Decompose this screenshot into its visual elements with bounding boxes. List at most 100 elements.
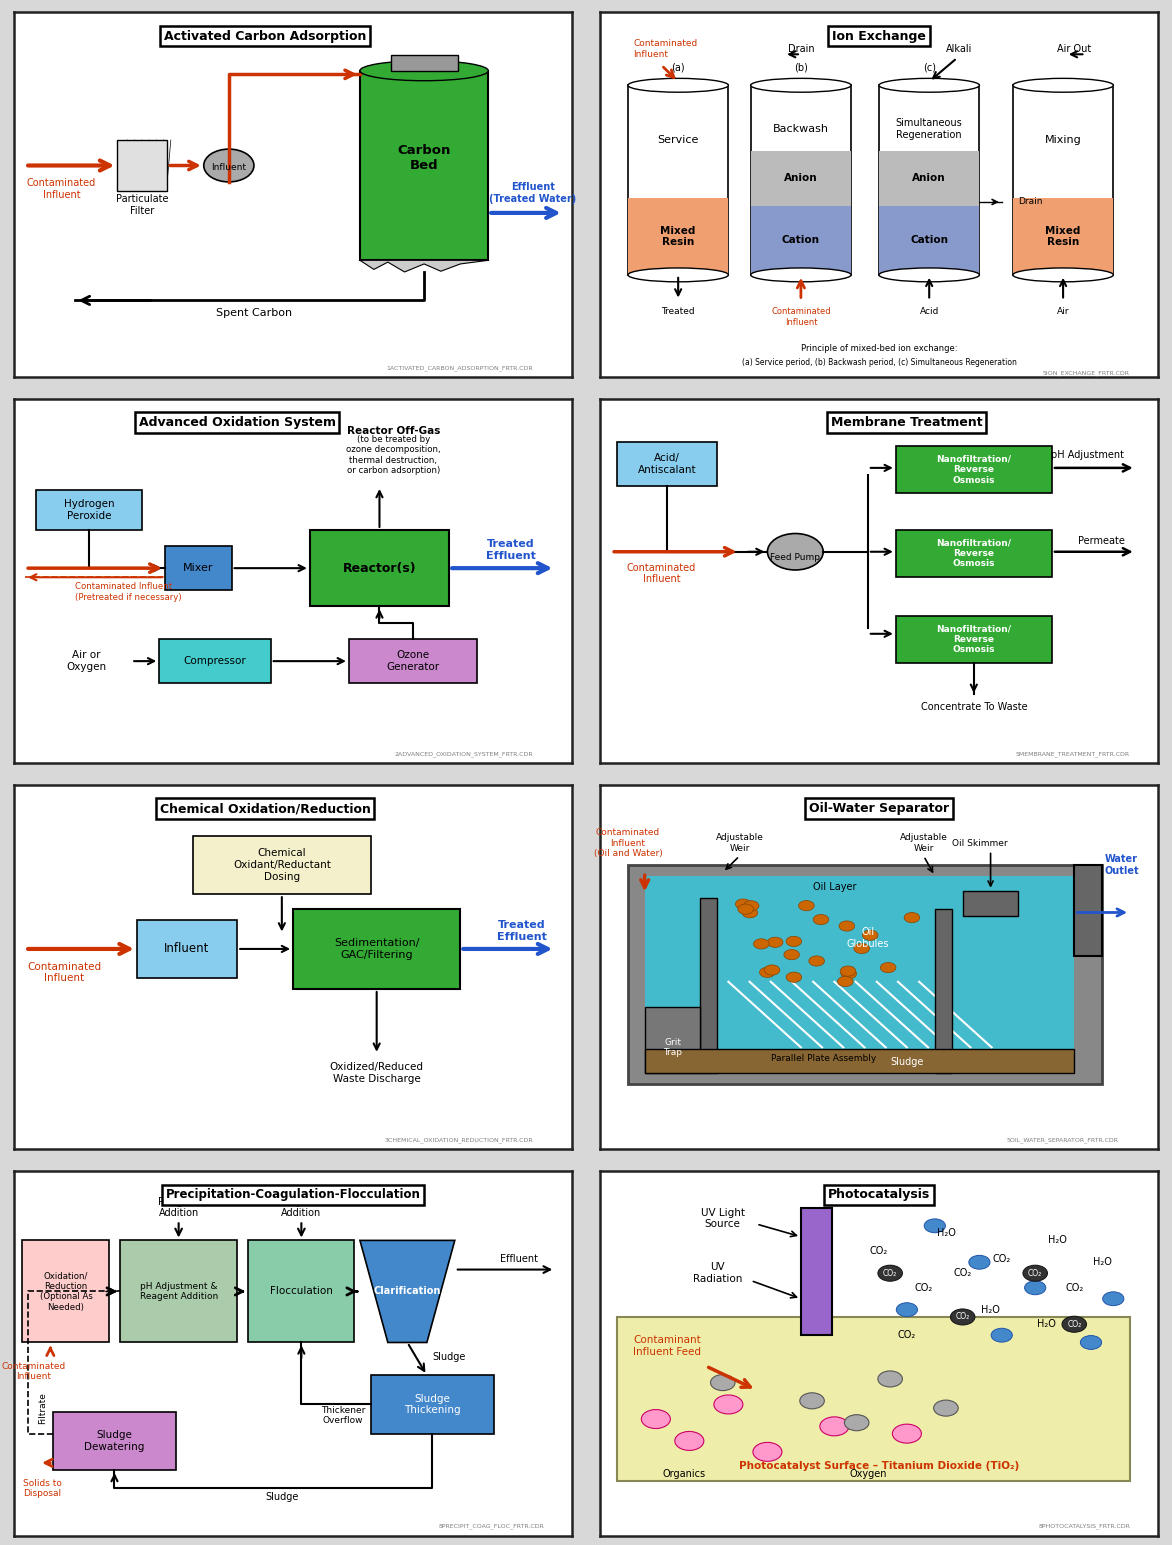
Text: Contaminated
Influent: Contaminated Influent [771,307,831,326]
Text: Air: Air [1057,307,1069,315]
Polygon shape [645,1007,701,1072]
Text: 5MEMBRANE_TREATMENT_FRTR.CDR: 5MEMBRANE_TREATMENT_FRTR.CDR [1016,751,1130,757]
Polygon shape [751,151,851,205]
Circle shape [1024,1281,1045,1295]
Circle shape [714,1395,743,1414]
Text: Ion Exchange: Ion Exchange [832,29,926,43]
Circle shape [838,976,853,987]
Text: H₂O: H₂O [1048,1236,1067,1245]
Polygon shape [120,1241,237,1343]
Polygon shape [137,919,237,978]
Text: Flocculation: Flocculation [270,1287,333,1296]
Text: Oxidation/
Reduction
(Optional As
Needed): Oxidation/ Reduction (Optional As Needed… [40,1272,93,1312]
Circle shape [738,904,754,915]
Text: Reagent
Addition: Reagent Addition [158,1197,199,1219]
Text: CO₂: CO₂ [898,1330,917,1340]
Text: Parallel Plate Assembly: Parallel Plate Assembly [770,1054,875,1063]
Text: (c): (c) [922,62,935,73]
Circle shape [759,967,775,978]
Text: Sludge: Sludge [891,1057,924,1068]
Text: Photocatalysis: Photocatalysis [827,1188,931,1202]
Text: Nanofiltration/
Reverse
Osmosis: Nanofiltration/ Reverse Osmosis [936,624,1011,654]
Text: Grit
Trap: Grit Trap [663,1038,682,1057]
Circle shape [950,1309,975,1326]
Polygon shape [895,615,1052,663]
Text: Alkali: Alkali [946,43,973,54]
Text: Effluent: Effluent [500,1253,538,1264]
Circle shape [844,1415,868,1431]
Text: Chemical
Oxidant/Reductant
Dosing: Chemical Oxidant/Reductant Dosing [233,848,331,882]
Circle shape [735,899,751,908]
Text: 5OIL_WATER_SEPARATOR_FRTR.CDR: 5OIL_WATER_SEPARATOR_FRTR.CDR [1007,1137,1119,1143]
Polygon shape [53,1412,176,1471]
Circle shape [786,936,802,947]
Text: Contaminated Influent
(Pretreated if necessary): Contaminated Influent (Pretreated if nec… [75,582,182,601]
Text: 2ADVANCED_OXIDATION_SYSTEM_FRTR.CDR: 2ADVANCED_OXIDATION_SYSTEM_FRTR.CDR [394,751,533,757]
Polygon shape [390,56,457,71]
Polygon shape [751,205,851,275]
Circle shape [840,966,856,976]
Circle shape [764,966,779,975]
Text: Precipitation-Coagulation-Flocculation: Precipitation-Coagulation-Flocculation [165,1188,421,1202]
Text: Contaminated
Influent: Contaminated Influent [627,562,696,584]
Circle shape [768,938,783,947]
Text: Organics: Organics [662,1469,706,1479]
Polygon shape [895,447,1052,493]
Text: CO₂: CO₂ [954,1268,972,1278]
Circle shape [892,1424,921,1443]
Circle shape [863,930,878,941]
Circle shape [880,963,895,973]
Circle shape [784,950,799,959]
Text: Principle of mixed-bed ion exchange:: Principle of mixed-bed ion exchange: [800,345,958,354]
Polygon shape [645,876,1075,1072]
Polygon shape [895,530,1052,578]
Text: 8PHOTOCATALYSIS_FRTR.CDR: 8PHOTOCATALYSIS_FRTR.CDR [1038,1523,1130,1530]
Text: Simultaneous
Regeneration: Simultaneous Regeneration [895,119,962,141]
Polygon shape [879,85,980,275]
Circle shape [710,1375,735,1390]
Text: CO₂: CO₂ [870,1247,888,1256]
Text: Contaminant
Influent Feed: Contaminant Influent Feed [633,1335,701,1357]
Text: CO₂: CO₂ [993,1253,1011,1264]
Text: Feed Pump: Feed Pump [770,553,820,562]
Polygon shape [1013,85,1113,275]
Text: Oil Layer: Oil Layer [812,882,856,891]
Text: Oil-Water Separator: Oil-Water Separator [809,802,949,816]
Circle shape [1023,1265,1048,1281]
Text: Acid/
Antiscalant: Acid/ Antiscalant [638,453,696,474]
Text: Photocatalyst Surface – Titanium Dioxide (TiO₂): Photocatalyst Surface – Titanium Dioxide… [738,1462,1020,1471]
Text: Effluent
(Treated Water): Effluent (Treated Water) [489,182,577,204]
Circle shape [204,148,254,182]
Text: Clarification: Clarification [374,1287,441,1296]
Text: Anion: Anion [912,173,946,184]
Text: CO₂: CO₂ [1068,1319,1082,1329]
Text: Oil Skimmer: Oil Skimmer [952,839,1007,848]
Circle shape [768,533,823,570]
Circle shape [820,1417,849,1435]
Text: H₂O: H₂O [981,1304,1000,1315]
Polygon shape [935,908,952,1072]
Polygon shape [1013,198,1113,275]
Circle shape [1081,1335,1102,1349]
Polygon shape [628,865,1102,1085]
Polygon shape [616,1316,1130,1482]
Circle shape [742,907,758,918]
Ellipse shape [879,267,980,281]
Text: Sludge: Sludge [432,1352,466,1363]
Polygon shape [165,547,232,590]
Text: Air Out: Air Out [1057,43,1091,54]
Polygon shape [645,1049,1075,1072]
Text: H₂O: H₂O [936,1228,955,1238]
Ellipse shape [1013,267,1113,281]
Text: Solids to
Disposal: Solids to Disposal [22,1479,61,1499]
Text: Compressor: Compressor [184,657,246,666]
Text: Air or
Oxygen: Air or Oxygen [67,650,107,672]
Ellipse shape [628,267,728,281]
Text: Chemical Oxidation/Reduction: Chemical Oxidation/Reduction [159,802,370,816]
Circle shape [839,921,854,932]
Polygon shape [293,908,461,989]
Text: H₂O: H₂O [1037,1319,1056,1329]
Polygon shape [248,1241,354,1343]
Circle shape [813,915,829,924]
Circle shape [904,913,920,922]
